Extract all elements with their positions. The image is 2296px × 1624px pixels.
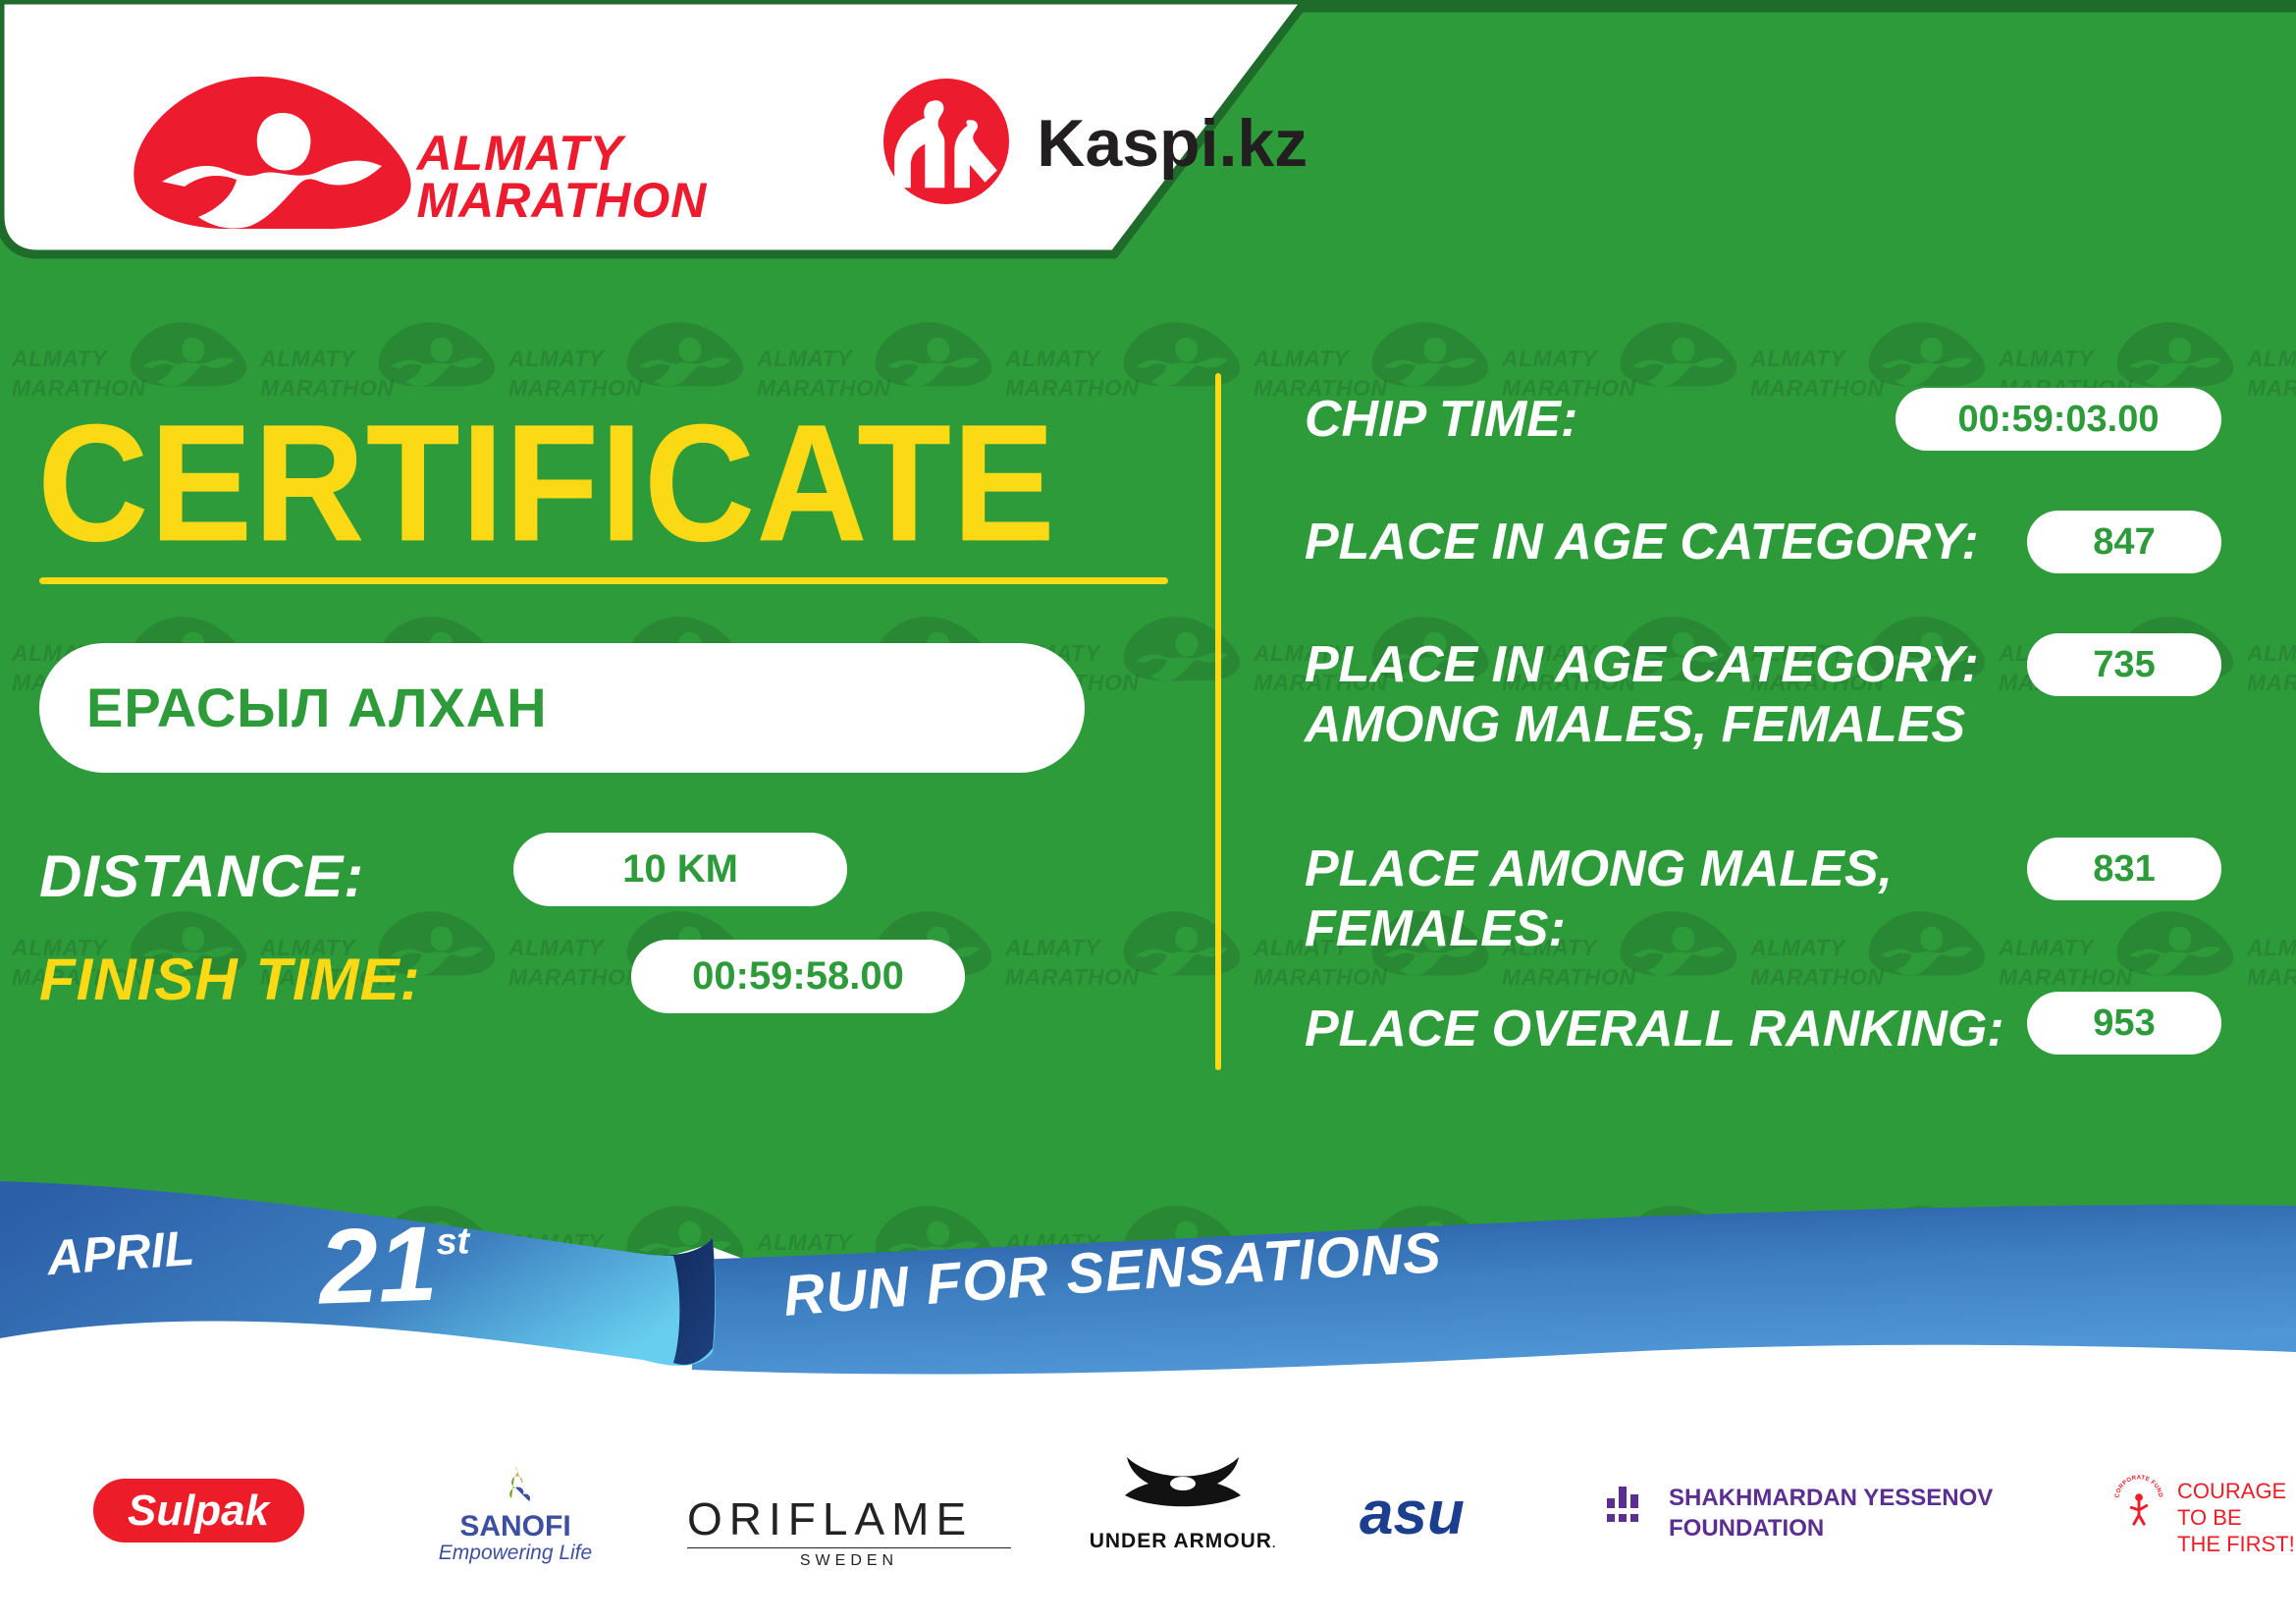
- svg-text:RUN FOR SENSATIONS: RUN FOR SENSATIONS: [780, 1220, 1443, 1328]
- svg-text:Sulpak: Sulpak: [128, 1487, 272, 1535]
